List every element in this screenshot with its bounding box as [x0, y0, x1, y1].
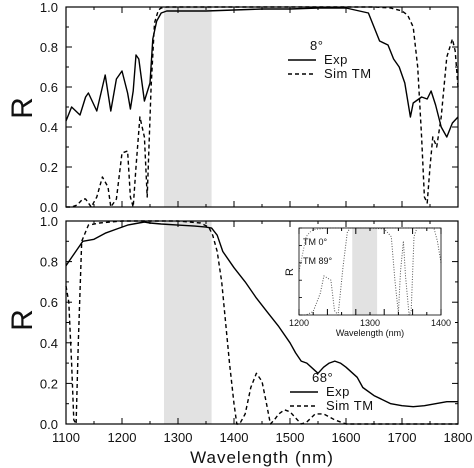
- legend-entry: Sim TM: [326, 398, 374, 413]
- y-tick-label: 0.6: [40, 80, 58, 95]
- x-tick-label: 1200: [108, 430, 137, 445]
- legend-entry: Sim TM: [324, 66, 372, 81]
- x-tick-label: 1100: [52, 430, 80, 445]
- bottom-panel: 0.0 0.2 0.4 0.6 0.8 1.0 1100 1200 1300 1400 1500 16…: [6, 214, 472, 467]
- y-tick-label: 0.8: [40, 40, 58, 55]
- inset-panel: 1200 1300 1400 R Wavelength (nm) TM 0° TM 89°: [284, 227, 451, 338]
- inset-legend-entry: TM 89°: [303, 256, 333, 266]
- legend-entry: Exp: [324, 52, 348, 67]
- legend-entry: Exp: [326, 384, 350, 399]
- x-tick-label: 1200: [289, 318, 309, 328]
- x-tick-label: 1400: [431, 318, 451, 328]
- y-tick-label: 0.4: [40, 120, 58, 135]
- x-tick-label: 1700: [388, 430, 417, 445]
- inset-x-axis-label: Wavelength (nm): [336, 328, 404, 338]
- series-line-sim-tm: [66, 6, 459, 208]
- y-tick-label: 0.4: [40, 336, 58, 351]
- x-tick-label: 1300: [164, 430, 193, 445]
- shaded-band: [164, 7, 212, 207]
- y-axis-label: R: [6, 309, 39, 331]
- y-tick-label: 0.2: [40, 376, 58, 391]
- x-axis-label: Wavelength (nm): [190, 448, 334, 467]
- x-tick-label: 1500: [276, 430, 305, 445]
- legend-angle-label: 68°: [312, 370, 333, 385]
- y-tick-label: 1.0: [40, 0, 58, 15]
- inset-y-axis-label: R: [284, 268, 296, 276]
- series-line-tm-0°: [299, 227, 442, 316]
- y-tick-label: 1.0: [40, 214, 58, 229]
- y-tick-label: 0.0: [40, 200, 58, 215]
- y-tick-label: 0.0: [40, 417, 58, 432]
- y-axis-label: R: [6, 97, 39, 119]
- inset-legend-entry: TM 0°: [303, 237, 328, 247]
- series-line-exp: [65, 7, 459, 138]
- y-tick-label: 0.6: [40, 295, 58, 310]
- x-tick-label: 1300: [360, 318, 380, 328]
- x-tick-label: 1400: [220, 430, 249, 445]
- y-tick-label: 0.8: [40, 255, 58, 270]
- y-tick-label: 0.2: [40, 160, 58, 175]
- x-tick-label: 1600: [332, 430, 361, 445]
- x-tick-label: 1800: [444, 430, 473, 445]
- shaded-band: [352, 228, 378, 315]
- shaded-band: [164, 221, 212, 424]
- legend-angle-label: 8°: [310, 38, 323, 53]
- series-line-exp: [65, 221, 458, 408]
